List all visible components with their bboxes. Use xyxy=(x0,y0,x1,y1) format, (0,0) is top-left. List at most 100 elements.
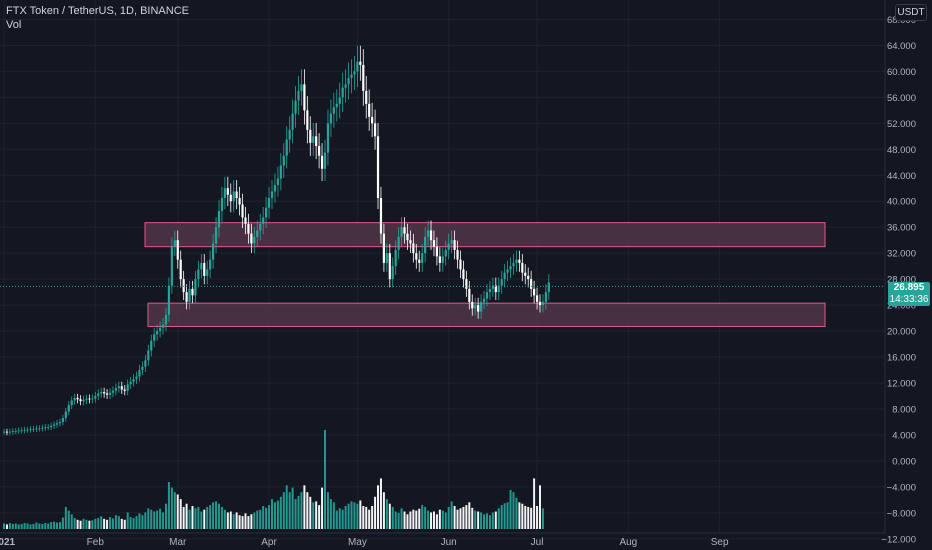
volume-bar xyxy=(268,505,271,529)
y-tick-label: 16.000 xyxy=(887,353,916,364)
volume-bar xyxy=(300,492,303,529)
volume-bar xyxy=(235,512,238,529)
candle-body xyxy=(17,430,20,432)
candle-body xyxy=(70,400,73,406)
volume-bar xyxy=(26,523,29,529)
volume-bar xyxy=(111,518,114,529)
y-tick-label: 32.000 xyxy=(887,249,916,260)
volume-bar xyxy=(156,510,159,529)
candle-body xyxy=(547,282,550,293)
candle-body xyxy=(382,233,386,263)
volume-bar xyxy=(147,508,150,529)
volume-bar xyxy=(176,494,179,529)
volume-bar xyxy=(441,510,444,529)
candle-body xyxy=(409,240,412,244)
candle-body xyxy=(541,301,545,306)
volume-bar xyxy=(365,506,368,529)
volume-bar xyxy=(76,519,79,529)
y-tick-label: 8.000 xyxy=(892,404,916,415)
volume-bar xyxy=(67,510,70,529)
candle-body xyxy=(512,262,515,267)
candle-body xyxy=(61,418,64,422)
candle-body xyxy=(306,110,309,130)
candle-body xyxy=(67,405,70,412)
volume-bar xyxy=(209,505,212,529)
support-resistance-zones[interactable] xyxy=(144,222,826,328)
volume-bar xyxy=(477,511,480,529)
volume-bar xyxy=(194,508,197,529)
candle-body xyxy=(394,249,397,267)
volume-bar xyxy=(309,496,312,529)
candle-body xyxy=(326,123,330,153)
candle-body xyxy=(197,269,200,280)
volume-bar xyxy=(377,485,380,529)
y-tick-label: −8.000 xyxy=(887,508,916,519)
candle-body xyxy=(55,423,59,425)
volume-bar xyxy=(362,506,365,529)
volume-bar xyxy=(159,508,162,529)
candle-body xyxy=(285,139,288,156)
candle-body xyxy=(226,188,229,195)
candle-body xyxy=(415,253,418,260)
volume-bar xyxy=(427,510,430,529)
volume-bar xyxy=(315,501,318,529)
volume-bar xyxy=(524,506,527,529)
candle-body xyxy=(459,259,462,270)
volume-bar xyxy=(312,502,315,529)
volume-bar xyxy=(276,500,279,529)
volume-bar xyxy=(394,511,397,529)
candle-body xyxy=(223,188,226,198)
candle-body xyxy=(164,314,168,325)
volume-bar xyxy=(223,509,226,529)
volume-bar xyxy=(144,512,147,529)
volume-bar xyxy=(206,506,209,529)
volume-bar xyxy=(270,499,273,529)
candle-body xyxy=(91,398,94,400)
currency-unit-badge[interactable]: USDT xyxy=(895,4,927,21)
volume-bar xyxy=(397,512,400,529)
candle-body xyxy=(424,236,427,254)
y-tick-label: 40.000 xyxy=(887,197,916,208)
volume-bar xyxy=(117,516,120,529)
candle-body xyxy=(256,230,259,237)
candle-body xyxy=(44,427,47,428)
candle-body xyxy=(179,259,182,280)
volume-bar xyxy=(226,512,229,529)
volume-bar xyxy=(17,524,20,529)
volume-bar xyxy=(123,519,126,529)
volume-bar xyxy=(179,499,182,529)
volume-bar xyxy=(182,506,185,529)
y-tick-label: 52.000 xyxy=(887,119,916,130)
volume-bar xyxy=(303,485,306,529)
candle-body xyxy=(153,334,156,341)
volume-bar xyxy=(533,478,536,529)
candle-body xyxy=(297,90,300,101)
volume-bar xyxy=(203,509,206,529)
volume-bar xyxy=(409,511,412,529)
candle-body xyxy=(85,398,88,400)
volume-bar xyxy=(191,506,194,529)
volume-bar xyxy=(188,509,191,529)
candle-body xyxy=(217,210,221,228)
volume-bar xyxy=(415,510,418,529)
volume-bar xyxy=(58,522,61,529)
candle-body xyxy=(494,285,497,293)
volume-bar xyxy=(109,517,112,529)
y-tick-label: 64.000 xyxy=(887,41,916,52)
candle-body xyxy=(117,386,120,389)
volume-bar xyxy=(173,492,176,529)
candle-body xyxy=(94,395,97,399)
x-tick-label: 2021 xyxy=(0,537,16,548)
candle-body xyxy=(20,430,23,432)
volume-bar xyxy=(471,507,474,529)
candle-body xyxy=(47,427,50,428)
candle-body xyxy=(368,103,371,117)
candle-body xyxy=(156,331,159,335)
candle-body xyxy=(82,399,85,402)
volume-bar xyxy=(500,505,503,529)
volume-bar xyxy=(306,492,309,529)
volume-indicator-label[interactable]: Vol xyxy=(6,19,22,31)
candle-body xyxy=(426,230,430,237)
volume-bar xyxy=(256,510,259,529)
